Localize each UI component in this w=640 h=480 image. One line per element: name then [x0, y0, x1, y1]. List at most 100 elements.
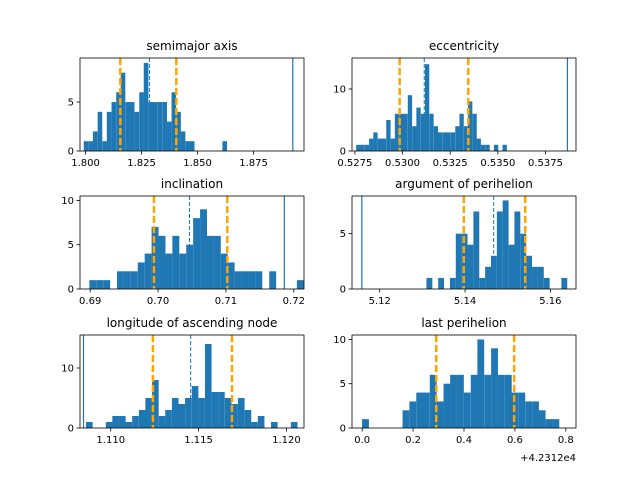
histogram-bar — [476, 138, 481, 151]
histogram-bar — [402, 410, 410, 428]
histogram-bar — [386, 120, 391, 151]
histogram-bar — [443, 383, 451, 428]
histogram-bar — [442, 132, 447, 151]
histogram-panel: 0.0 0.2 0.4 0.6 0.8 0 5 10 last perihelion +4.231… — [333, 316, 577, 464]
histogram-bar — [438, 277, 445, 289]
histogram-bar — [222, 141, 228, 151]
histogram-bar — [467, 244, 474, 289]
histogram-bar — [437, 132, 443, 151]
y-tick-label: 5 — [340, 379, 346, 390]
histogram-bar — [518, 392, 526, 428]
x-tick-label: 0.4 — [456, 435, 472, 446]
histogram-bar — [193, 218, 201, 289]
histogram-bar — [120, 72, 126, 151]
histogram-bar — [360, 144, 365, 151]
y-tick-label: 0 — [68, 424, 74, 435]
histogram-bar — [116, 92, 121, 151]
histogram-bar — [446, 132, 451, 151]
x-tick-label: 5.14 — [454, 296, 476, 307]
histogram-bar — [96, 280, 104, 289]
panel-title: semimajor axis — [146, 39, 237, 53]
histogram-bar — [86, 422, 93, 428]
x-tick-label: 0.0 — [354, 435, 370, 446]
x-tick-label: 1.115 — [184, 435, 213, 446]
histogram-bar — [189, 141, 195, 151]
histogram-bar — [102, 141, 107, 151]
histogram-bar — [504, 374, 512, 428]
histogram-bar — [213, 235, 221, 289]
y-tick-label: 5 — [68, 240, 74, 251]
panel-title: last perihelion — [421, 316, 506, 330]
histogram-bar — [433, 126, 439, 151]
histogram-bar — [394, 113, 400, 151]
histogram-bar — [143, 62, 149, 151]
histogram-bar — [176, 111, 181, 151]
histogram-bar — [200, 209, 207, 289]
histogram-bar — [420, 113, 426, 151]
histogram-bar — [364, 144, 370, 151]
histogram-bar — [450, 374, 457, 428]
histogram-bar — [105, 422, 113, 428]
histogram-bar — [171, 398, 179, 428]
histogram-bar — [137, 262, 145, 289]
histogram-bar — [103, 280, 111, 289]
histogram-bar — [426, 277, 433, 289]
histogram-bar — [508, 244, 515, 289]
histogram-bar — [463, 392, 471, 428]
histogram-bar — [166, 121, 172, 151]
histogram-bar — [172, 235, 180, 289]
histogram-panel: 1.110 1.115 1.120 0 10 longitude of ascending… — [61, 316, 305, 446]
histogram-bar — [485, 266, 491, 289]
panel-title: longitude of ascending node — [107, 316, 278, 330]
histogram-bar — [493, 144, 499, 151]
histogram-bar — [381, 138, 387, 151]
histogram-bar — [152, 380, 159, 428]
histogram-bar — [514, 211, 521, 289]
histogram-bar — [409, 401, 417, 428]
histogram-bar — [148, 102, 154, 151]
histogram-bar — [179, 253, 187, 289]
histogram-bar — [106, 111, 112, 151]
histogram-bar — [178, 404, 186, 428]
x-tick-label: 0.5325 — [433, 158, 468, 169]
histogram-bar — [255, 271, 263, 289]
histogram-bar — [198, 398, 205, 428]
x-tick-label: 1.800 — [71, 158, 100, 169]
histogram-bar — [138, 410, 146, 428]
histogram-bar — [207, 235, 214, 289]
histogram-bar — [144, 253, 152, 289]
histogram-bar — [116, 271, 124, 289]
histogram-bar — [129, 102, 135, 151]
histogram-bar — [470, 374, 478, 428]
histogram-bar — [390, 138, 395, 151]
histogram-bar — [481, 144, 486, 151]
histogram-bar — [552, 419, 560, 428]
histogram-bar — [356, 144, 361, 151]
y-tick-label: 10 — [333, 335, 346, 346]
histogram-bar — [234, 271, 242, 289]
histogram-bar — [125, 102, 131, 151]
histogram-bar — [429, 374, 437, 428]
histogram-bar — [271, 422, 278, 428]
x-tick-label: 1.850 — [183, 158, 212, 169]
x-tick-label: 0.72 — [283, 296, 305, 307]
histogram-bar — [204, 344, 212, 428]
histogram-bar — [484, 374, 492, 428]
x-tick-label: 1.110 — [96, 435, 125, 446]
histogram-bar — [450, 132, 456, 151]
histogram-bar — [498, 374, 505, 428]
histogram-bar — [502, 144, 507, 151]
x-tick-label: 0.71 — [215, 296, 237, 307]
histogram-bar — [112, 416, 119, 428]
histogram-bar — [490, 255, 497, 289]
histogram-bar — [227, 262, 235, 289]
histogram-bar — [180, 131, 186, 151]
histogram-bar — [111, 102, 117, 151]
histogram-bar — [119, 416, 126, 428]
histogram-bar — [416, 107, 421, 151]
histogram-bar — [231, 404, 238, 428]
x-tick-label: 0.8 — [558, 435, 574, 446]
histogram-bar — [248, 271, 256, 289]
histogram-bar — [158, 235, 166, 289]
